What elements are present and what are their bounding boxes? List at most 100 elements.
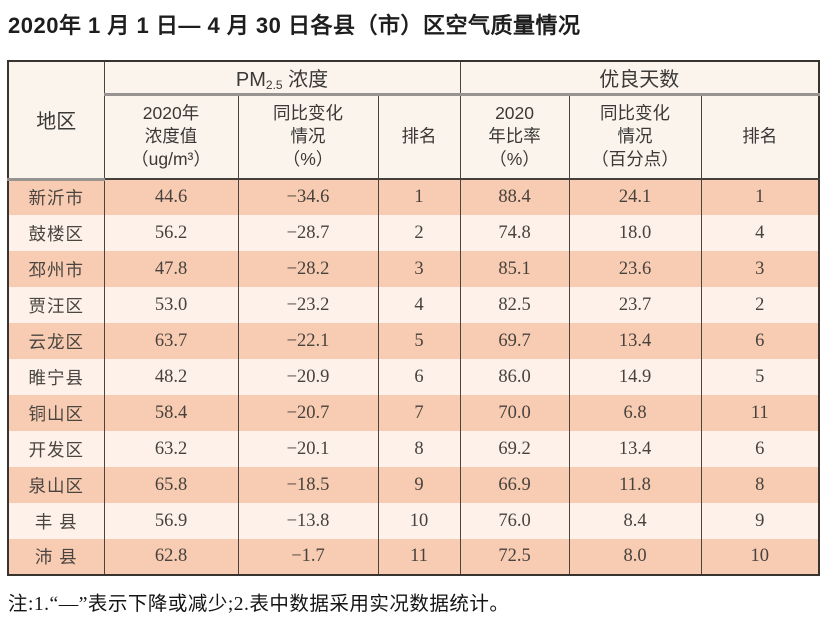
cell-gd-ratio: 69.2 [459,431,570,467]
cell-gd-change: 18.0 [568,215,702,251]
table-row: 丰 县 56.9 −13.8 10 76.0 8.4 9 [7,503,820,539]
cell-gd-change: 13.4 [568,323,702,359]
column-header-gd-change: 同比变化 情况 （百分点） [568,94,702,180]
gd-change-line2: 情况 [617,126,653,147]
pm25-label-prefix: PM [235,68,266,91]
pm-change-line3: （%） [282,149,334,170]
cell-pm-rank: 6 [377,359,461,395]
cell-region: 睢宁县 [7,359,105,395]
pm-change-line2: 情况 [290,126,326,147]
cell-pm-value: 47.8 [103,251,239,287]
cell-gd-rank: 2 [700,287,820,323]
cell-gd-rank: 5 [700,359,820,395]
cell-gd-rank: 1 [700,179,820,215]
column-header-region: 地区 [7,61,105,181]
cell-gd-ratio: 69.7 [459,323,570,359]
cell-gd-change: 14.9 [568,359,702,395]
cell-pm-rank: 3 [377,251,461,287]
column-group-good-days: 优良天数 [459,61,820,96]
cell-pm-value: 44.6 [103,179,239,215]
page-title: 2020年 1 月 1 日— 4 月 30 日各县（市）区空气质量情况 [8,13,581,38]
cell-gd-rank: 10 [700,539,820,575]
cell-pm-change: −28.2 [237,251,379,287]
cell-pm-value: 48.2 [103,359,239,395]
table-row: 云龙区 63.7 −22.1 5 69.7 13.4 6 [7,323,820,359]
cell-pm-rank: 10 [377,503,461,539]
column-header-pm-change: 同比变化 情况 （%） [237,94,379,180]
cell-pm-change: −20.7 [237,395,379,431]
gd-ratio-line3: （%） [489,149,540,170]
cell-gd-rank: 8 [700,467,820,503]
cell-gd-ratio: 88.4 [459,179,570,215]
cell-region: 新沂市 [7,179,105,215]
cell-gd-rank: 4 [700,215,820,251]
cell-gd-ratio: 76.0 [459,503,570,539]
cell-pm-value: 56.2 [103,215,239,251]
pm-value-line3: （ug/m³） [131,149,211,170]
air-quality-table: 地区 PM2.5 浓度 优良天数 2020年 浓度值 （ug/m³） 同比变化 … [7,60,821,576]
pm25-label-subscript: 2.5 [265,77,283,92]
pm-value-line2: 浓度值 [144,126,198,147]
cell-gd-ratio: 66.9 [459,467,570,503]
cell-region: 沛 县 [7,539,105,575]
column-header-pm-value: 2020年 浓度值 （ug/m³） [103,94,239,180]
cell-gd-change: 6.8 [568,395,702,431]
cell-gd-rank: 6 [700,431,820,467]
cell-pm-value: 63.2 [103,431,239,467]
cell-region: 云龙区 [7,323,105,359]
cell-gd-ratio: 86.0 [459,359,570,395]
column-header-pm-rank: 排名 [377,94,461,180]
cell-gd-rank: 3 [700,251,820,287]
cell-pm-change: −34.6 [237,179,379,215]
cell-gd-ratio: 85.1 [459,251,570,287]
table-row: 贾汪区 53.0 −23.2 4 82.5 23.7 2 [7,287,820,323]
cell-pm-value: 63.7 [103,323,239,359]
footnote: 注:1.“—”表示下降或减少;2.表中数据采用实况数据统计。 [8,594,510,615]
table-row: 铜山区 58.4 −20.7 7 70.0 6.8 11 [7,395,820,431]
cell-pm-rank: 4 [377,287,461,323]
cell-pm-rank: 8 [377,431,461,467]
cell-region: 开发区 [7,431,105,467]
column-header-gd-ratio: 2020 年比率 （%） [459,94,570,180]
pm-value-line1: 2020年 [142,103,200,124]
cell-gd-rank: 11 [700,395,820,431]
cell-pm-rank: 1 [377,179,461,215]
cell-pm-change: −23.2 [237,287,379,323]
cell-gd-change: 13.4 [568,431,702,467]
cell-pm-value: 62.8 [103,539,239,575]
header-group-row: 地区 PM2.5 浓度 优良天数 [7,61,820,181]
cell-pm-change: −20.1 [237,431,379,467]
cell-gd-change: 8.4 [568,503,702,539]
cell-gd-ratio: 74.8 [459,215,570,251]
table-row: 开发区 63.2 −20.1 8 69.2 13.4 6 [7,431,820,467]
cell-pm-value: 56.9 [103,503,239,539]
cell-pm-value: 65.8 [103,467,239,503]
cell-gd-rank: 6 [700,323,820,359]
cell-region: 鼓楼区 [7,215,105,251]
cell-pm-change: −1.7 [237,539,379,575]
cell-region: 铜山区 [7,395,105,431]
cell-region: 丰 县 [7,503,105,539]
pm-change-line1: 同比变化 [273,103,343,124]
cell-gd-rank: 9 [700,503,820,539]
column-group-pm25: PM2.5 浓度 [103,61,461,96]
cell-pm-rank: 2 [377,215,461,251]
cell-gd-change: 24.1 [568,179,702,215]
cell-pm-value: 58.4 [103,395,239,431]
table-row: 鼓楼区 56.2 −28.7 2 74.8 18.0 4 [7,215,820,251]
table-row: 沛 县 62.8 −1.7 11 72.5 8.0 10 [7,539,820,575]
cell-gd-ratio: 70.0 [459,395,570,431]
cell-pm-change: −22.1 [237,323,379,359]
cell-gd-ratio: 82.5 [459,287,570,323]
cell-pm-change: −18.5 [237,467,379,503]
cell-pm-change: −13.8 [237,503,379,539]
cell-gd-change: 23.6 [568,251,702,287]
cell-gd-ratio: 72.5 [459,539,570,575]
cell-pm-change: −20.9 [237,359,379,395]
cell-gd-change: 8.0 [568,539,702,575]
cell-gd-change: 23.7 [568,287,702,323]
pm25-label-suffix: 浓度 [282,68,329,91]
gd-change-line1: 同比变化 [600,103,671,124]
cell-region: 邳州市 [7,251,105,287]
